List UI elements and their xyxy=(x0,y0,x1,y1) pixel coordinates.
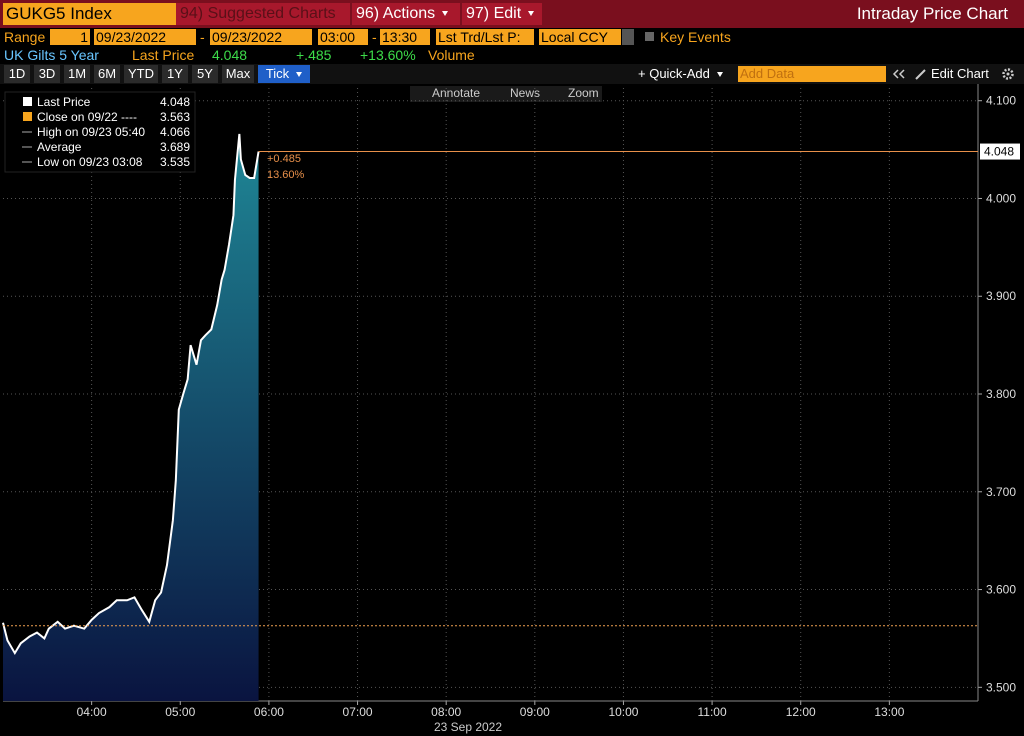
period-button[interactable]: Max xyxy=(222,65,254,83)
range-label: Range xyxy=(4,29,46,45)
x-tick-label: 08:00 xyxy=(431,705,461,719)
x-tick-label: 07:00 xyxy=(343,705,373,719)
x-tick-label: 09:00 xyxy=(520,705,550,719)
key-events-checkbox[interactable] xyxy=(645,32,654,41)
news-tool[interactable]: News xyxy=(510,86,540,100)
edit-menu[interactable]: 97) Edit xyxy=(462,3,542,25)
x-tick-label: 10:00 xyxy=(608,705,638,719)
edit-chart[interactable]: Edit Chart xyxy=(931,66,989,81)
currency[interactable]: Local CCY xyxy=(539,29,621,45)
last-price-tag-label: 4.048 xyxy=(984,145,1014,159)
quick-add[interactable]: + Quick-Add xyxy=(638,65,723,83)
x-tick-label: 06:00 xyxy=(254,705,284,719)
end-date[interactable]: 09/23/2022 xyxy=(210,29,312,45)
y-tick-label: 4.100 xyxy=(986,94,1016,108)
annotate-tool[interactable]: Annotate xyxy=(432,86,480,100)
y-tick-label: 3.500 xyxy=(986,680,1016,694)
y-tick-label: 3.800 xyxy=(986,387,1016,401)
currency-dropdown[interactable] xyxy=(622,29,634,45)
key-events-label: Key Events xyxy=(660,29,731,45)
ticker-field[interactable]: GUKG5 Index xyxy=(3,3,176,25)
legend-label: Low on 09/23 03:08 xyxy=(37,155,143,169)
y-tick-label: 3.700 xyxy=(986,485,1016,499)
legend-swatch xyxy=(23,97,32,106)
x-tick-label: 04:00 xyxy=(77,705,107,719)
annotation: 13.60% xyxy=(267,169,305,181)
pct-change: +13.60% xyxy=(360,47,416,63)
legend-value: 4.066 xyxy=(160,125,190,139)
add-data-input[interactable]: Add Data xyxy=(738,66,886,82)
legend-label: Last Price xyxy=(37,95,91,109)
collapse-icon[interactable] xyxy=(892,67,906,81)
x-tick-label: 05:00 xyxy=(165,705,195,719)
annotation: +0.485 xyxy=(267,153,301,165)
net-change: +.485 xyxy=(296,47,332,63)
last-price: 4.048 xyxy=(212,47,248,63)
period-button[interactable]: 1M xyxy=(64,65,90,83)
y-tick-label: 3.900 xyxy=(986,289,1016,303)
y-tick-label: 4.000 xyxy=(986,191,1016,205)
x-tick-label: 12:00 xyxy=(786,705,816,719)
zoom-tool[interactable]: Zoom xyxy=(568,86,599,100)
x-tick-label: 13:00 xyxy=(874,705,904,719)
suggested-charts[interactable]: 94) Suggested Charts xyxy=(176,3,350,25)
legend-label: Average xyxy=(37,140,82,154)
period-button[interactable]: YTD xyxy=(124,65,158,83)
legend-value: 3.689 xyxy=(160,140,190,154)
legend-value: 4.048 xyxy=(160,95,190,109)
price-type[interactable]: Lst Trd/Lst P: xyxy=(436,29,534,45)
start-date[interactable]: 09/23/2022 xyxy=(94,29,196,45)
actions-menu[interactable]: 96) Actions xyxy=(352,3,460,25)
period-button[interactable]: 6M xyxy=(94,65,120,83)
start-time[interactable]: 03:00 xyxy=(318,29,368,45)
legend-value: 3.563 xyxy=(160,110,190,124)
x-tick-label: 11:00 xyxy=(698,705,727,719)
price-line xyxy=(2,133,260,656)
legend-box xyxy=(4,91,196,173)
period-button[interactable]: Tick xyxy=(258,65,310,83)
last-price-label: Last Price xyxy=(132,47,195,63)
volume-label: Volume xyxy=(428,47,475,63)
legend-value: 3.535 xyxy=(160,155,190,169)
period-button[interactable]: 5Y xyxy=(192,65,218,83)
end-time[interactable]: 13:30 xyxy=(380,29,430,45)
chart: Annotate News Zoom 23 Sep 2022 3.500 3.60… xyxy=(2,84,1020,734)
date-dash: - xyxy=(200,29,205,45)
last-price-tag xyxy=(980,143,1020,160)
settings-icon[interactable] xyxy=(1001,67,1015,81)
legend-swatch xyxy=(23,112,32,121)
y-tick-label: 3.600 xyxy=(986,583,1016,597)
period-button[interactable]: 1Y xyxy=(162,65,188,83)
legend-label: Close on 09/22 ---- xyxy=(37,110,137,124)
time-dash: - xyxy=(372,29,377,45)
range-periods[interactable]: 1 xyxy=(50,29,90,45)
period-button[interactable]: 1D xyxy=(4,65,30,83)
x-axis-label: 23 Sep 2022 xyxy=(434,720,502,734)
period-button[interactable]: 3D xyxy=(34,65,60,83)
quick-add-label[interactable]: + Quick-Add xyxy=(638,66,710,81)
security-name: UK Gilts 5 Year xyxy=(4,47,99,63)
page-title: Intraday Price Chart xyxy=(856,4,1008,23)
chart-tools-bar xyxy=(410,86,602,102)
pencil-icon xyxy=(915,69,926,80)
area xyxy=(3,133,259,701)
legend-label: High on 09/23 05:40 xyxy=(37,125,145,139)
